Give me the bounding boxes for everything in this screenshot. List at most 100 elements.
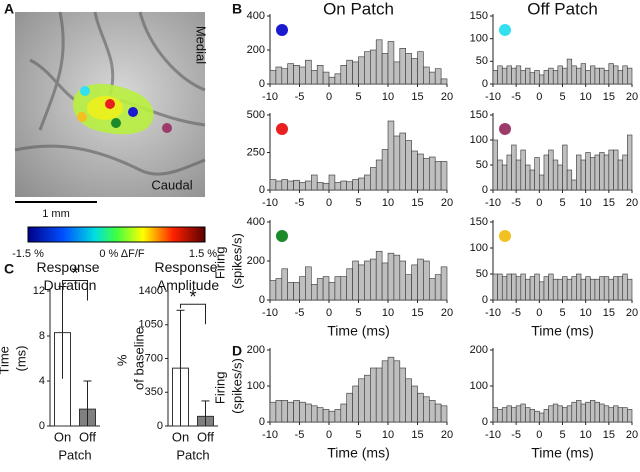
y-tick-label: 700 bbox=[145, 352, 163, 364]
y-axis-label: Firing (spikes/s) bbox=[213, 358, 245, 414]
bar bbox=[293, 65, 300, 85]
bar bbox=[497, 273, 503, 301]
bar bbox=[529, 409, 535, 423]
bar bbox=[293, 179, 300, 191]
bar bbox=[613, 65, 619, 85]
bar bbox=[617, 70, 624, 85]
x-tick-label: 10 bbox=[382, 197, 394, 209]
bar bbox=[585, 152, 591, 191]
y-tick-label: 50 bbox=[476, 268, 488, 280]
bar bbox=[417, 392, 424, 423]
bar bbox=[375, 367, 383, 423]
bar bbox=[548, 149, 554, 191]
bar bbox=[305, 403, 312, 423]
bar bbox=[423, 158, 430, 191]
bar bbox=[552, 159, 559, 191]
bar bbox=[364, 260, 371, 301]
bar bbox=[515, 159, 522, 191]
y-tick-label: 0 bbox=[482, 78, 488, 90]
bar bbox=[562, 67, 568, 85]
bar bbox=[440, 78, 448, 85]
y-tick-label: 0 bbox=[259, 78, 265, 90]
bar bbox=[511, 273, 517, 301]
bar bbox=[599, 67, 605, 85]
x-tick-label: -10 bbox=[262, 307, 278, 319]
x-tick-label: 20 bbox=[626, 91, 638, 103]
bar bbox=[369, 49, 377, 85]
bar bbox=[358, 56, 365, 85]
x-tick-label: 0 bbox=[536, 91, 542, 103]
y-tick-label: 0 bbox=[39, 420, 45, 432]
bar bbox=[423, 260, 430, 301]
y-tick-label: 400 bbox=[247, 10, 265, 22]
bar bbox=[566, 278, 573, 301]
bar bbox=[622, 154, 628, 191]
bar bbox=[543, 70, 549, 85]
bar bbox=[434, 403, 442, 423]
bar bbox=[589, 157, 596, 191]
bar bbox=[589, 278, 596, 301]
bar bbox=[322, 276, 330, 301]
bar bbox=[557, 164, 563, 191]
bar bbox=[613, 405, 619, 423]
y-tick-label: 350 bbox=[145, 386, 163, 398]
bar bbox=[566, 405, 573, 423]
bar bbox=[603, 276, 610, 301]
x-tick-label: 5 bbox=[559, 91, 565, 103]
condition-marker bbox=[276, 123, 288, 135]
bar bbox=[501, 67, 508, 85]
bar bbox=[316, 65, 324, 85]
bar bbox=[375, 250, 383, 301]
y-axis-label: % of baseline bbox=[115, 327, 147, 390]
x-axis-label: Patch bbox=[58, 447, 91, 462]
bar bbox=[399, 47, 406, 85]
bar bbox=[520, 70, 526, 85]
bar bbox=[594, 154, 600, 191]
x-tick-label: -5 bbox=[511, 429, 521, 441]
bar bbox=[428, 71, 436, 85]
bar bbox=[340, 403, 347, 423]
bar bbox=[334, 182, 342, 191]
y-tick-label: 0 bbox=[482, 416, 488, 428]
bar bbox=[585, 70, 591, 85]
bar bbox=[571, 401, 577, 423]
bar bbox=[381, 360, 389, 423]
bar bbox=[562, 144, 568, 191]
bar bbox=[275, 180, 283, 191]
bar bbox=[566, 58, 573, 85]
x-axis-label: Time (ms) bbox=[327, 323, 389, 339]
y-tick-label: 200 bbox=[247, 344, 265, 356]
bar bbox=[576, 67, 582, 85]
bar bbox=[627, 67, 633, 85]
bar bbox=[492, 273, 498, 301]
x-tick-label: 20 bbox=[626, 197, 638, 209]
x-tick-label: 15 bbox=[411, 91, 423, 103]
x-tick-label: 15 bbox=[603, 197, 615, 209]
x-tick-label: 0 bbox=[326, 307, 332, 319]
y-tick-label: 200 bbox=[247, 255, 265, 267]
x-tick-label: 10 bbox=[580, 91, 592, 103]
bar bbox=[399, 367, 406, 423]
bar bbox=[548, 67, 554, 85]
bar bbox=[627, 278, 633, 301]
bar bbox=[340, 276, 347, 301]
x-tick-label: On bbox=[172, 429, 189, 444]
scale-bar-label: 1 mm bbox=[42, 208, 70, 220]
significance-label: * bbox=[71, 263, 78, 283]
bar bbox=[305, 59, 312, 85]
colorbar-label: 1.5 % bbox=[189, 248, 217, 260]
bar bbox=[275, 66, 283, 85]
x-tick-label: -5 bbox=[295, 307, 305, 319]
bar bbox=[364, 374, 371, 423]
bar bbox=[539, 281, 545, 301]
bar bbox=[492, 139, 498, 191]
bar bbox=[501, 407, 508, 423]
bar bbox=[506, 405, 512, 423]
bar bbox=[622, 273, 628, 301]
significance-bracket bbox=[180, 303, 206, 325]
bar bbox=[543, 154, 549, 191]
bar bbox=[316, 407, 324, 423]
x-tick-label: -10 bbox=[485, 307, 501, 319]
x-tick-label: 5 bbox=[559, 307, 565, 319]
